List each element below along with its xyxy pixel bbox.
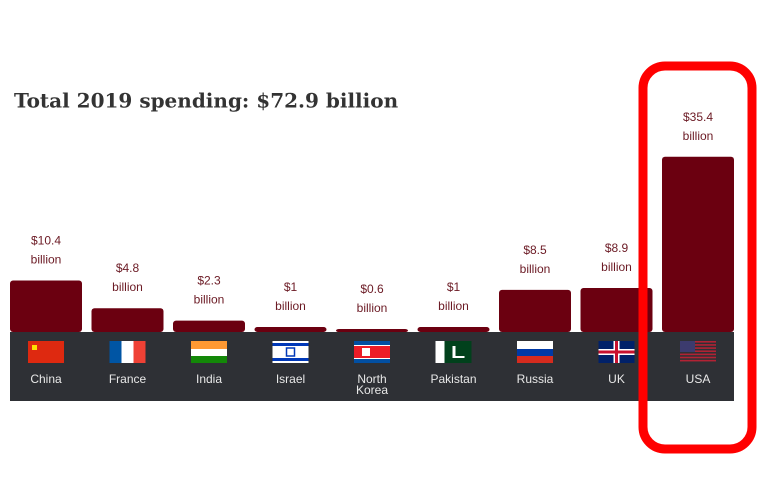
flag-part [680, 359, 716, 362]
flag-part [191, 356, 227, 363]
flag-part [285, 347, 296, 357]
flag-part [272, 343, 309, 346]
text-line: India [196, 372, 222, 386]
flag-part [615, 341, 618, 363]
value-label: $1 billion [438, 280, 469, 313]
text-line: billion [520, 262, 551, 276]
text-line: $4.8 [116, 261, 140, 275]
text-line: billion [683, 129, 714, 143]
x-tick-label: USA [686, 372, 711, 386]
chart-title: Total 2019 spending: $72.9 billion [14, 89, 399, 113]
x-tick-label: Russia [517, 372, 554, 386]
value-label: $8.9 billion [601, 241, 632, 274]
x-tick-label: France [109, 372, 147, 386]
value-label: $35.4 billion [683, 110, 714, 143]
value-label: $4.8 billion [112, 261, 143, 294]
flag-part [32, 345, 37, 350]
text-line: China [30, 372, 62, 386]
text-line: billion [31, 253, 62, 267]
flag-part [517, 356, 553, 363]
text-line: Korea [356, 383, 388, 397]
flag-part [362, 348, 370, 356]
text-line: billion [194, 293, 225, 307]
text-line: $8.9 [605, 241, 629, 255]
flag-part [272, 358, 309, 361]
text-line: $1 [447, 280, 461, 294]
value-label: $0.6 billion [357, 282, 388, 315]
x-tick-label: Israel [276, 372, 305, 386]
flag-part [121, 341, 134, 363]
text-line: Pakistan [430, 372, 476, 386]
flag-part [191, 341, 227, 349]
text-line: $0.6 [360, 282, 384, 296]
flag-part [354, 346, 390, 358]
text-line: billion [601, 260, 632, 274]
x-tick-label: North Korea [356, 372, 388, 397]
text-line: USA [686, 372, 711, 386]
flag-part [191, 349, 227, 356]
text-line: France [109, 372, 147, 386]
text-line: Israel [276, 372, 305, 386]
text-line: $2.3 [197, 274, 221, 288]
text-line: billion [357, 301, 388, 315]
text-line: billion [112, 280, 143, 294]
flag-part [680, 353, 716, 356]
flag-part [680, 347, 716, 349]
text-line: $1 [284, 280, 298, 294]
x-tick-label: UK [608, 372, 625, 386]
bar [254, 327, 327, 332]
flag-part [272, 341, 309, 363]
x-tick-label: China [30, 372, 62, 386]
text-line: North [357, 372, 386, 386]
bar [662, 156, 734, 332]
text-line: $8.5 [523, 243, 547, 257]
flag-part [517, 349, 553, 356]
bar [10, 280, 82, 332]
highlight-box [638, 61, 757, 454]
flag-part [680, 350, 716, 353]
text-line: UK [608, 372, 625, 386]
bar [91, 308, 164, 332]
bar [580, 287, 653, 332]
flag-part [109, 341, 122, 363]
value-label: $2.3 billion [194, 274, 225, 307]
flag-part [28, 341, 64, 363]
text-line: $10.4 [31, 234, 61, 248]
bar [499, 289, 571, 332]
flag-part [435, 341, 445, 363]
text-line: billion [438, 299, 469, 313]
flag-part [455, 346, 466, 356]
text-line: $35.4 [683, 110, 713, 124]
value-label: $10.4 billion [31, 234, 62, 267]
text-line: Russia [517, 372, 554, 386]
flags [28, 341, 716, 363]
flag-part [680, 356, 716, 359]
text-line: billion [275, 299, 306, 313]
value-label: $1 billion [275, 280, 306, 313]
bar [336, 329, 408, 332]
flag-part [133, 341, 146, 363]
flag-part [680, 344, 716, 346]
flag-part [680, 341, 695, 352]
value-label: $8.5 billion [520, 243, 551, 276]
flag-part [680, 341, 716, 343]
bar [417, 327, 490, 332]
x-tick-label: Pakistan [430, 372, 476, 386]
x-tick-label: India [196, 372, 222, 386]
bar [173, 320, 245, 332]
flag-part [517, 341, 553, 349]
